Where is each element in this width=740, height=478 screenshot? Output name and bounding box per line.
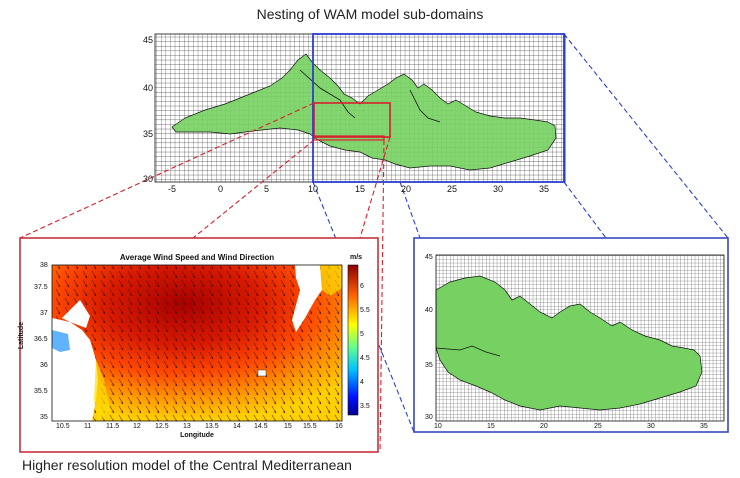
colorbar-tick: 5	[360, 331, 364, 338]
wind-x-tick: 12	[133, 423, 141, 430]
colorbar-tick: 6	[360, 283, 364, 290]
wind-x-tick: 14	[233, 423, 241, 430]
wind-x-tick: 15.5	[303, 423, 317, 430]
zoom-x-tick: 10	[434, 423, 442, 430]
top-x-tick: 0	[218, 184, 224, 194]
wind-land-sicily	[292, 265, 322, 332]
top-map	[154, 33, 566, 183]
zoom-y-tick: 45	[425, 254, 433, 261]
top-y-tick: 45	[143, 35, 154, 45]
wind-y-tick: 36.5	[34, 336, 48, 343]
top-x-tick: 15	[355, 184, 366, 194]
colorbar-tick: 4.5	[360, 355, 370, 362]
zoom-x-tick: 20	[540, 423, 548, 430]
zoom-y-tick: 30	[425, 414, 433, 421]
wind-panel-title: Average Wind Speed and Wind Direction	[119, 253, 275, 262]
wind-y-tick: 35	[40, 414, 48, 421]
top-x-tick: 25	[447, 184, 458, 194]
colorbar-unit: m/s	[350, 254, 363, 261]
top-y-tick: 40	[143, 83, 154, 93]
red-connectors	[19, 102, 391, 453]
red-inner-box	[313, 135, 385, 141]
top-x-tick: -5	[168, 184, 177, 194]
figure-title: Nesting of WAM model sub-domains	[256, 6, 484, 22]
wind-x-tick: 11.5	[106, 423, 120, 430]
top-y-tick: 30	[143, 174, 154, 184]
top-x-tick: 20	[401, 184, 412, 194]
wind-x-tick: 15	[284, 423, 292, 430]
top-y-tick: 35	[143, 129, 154, 139]
zoom-x-tick: 30	[647, 423, 655, 430]
wind-panel	[19, 237, 379, 453]
wind-ylabel: Latitude	[18, 321, 26, 350]
top-x-tick: 10	[308, 184, 319, 194]
zoom-map-panel	[413, 237, 729, 433]
zoom-y-tick: 35	[425, 362, 433, 369]
wind-x-tick: 11	[84, 423, 92, 430]
wind-x-tick: 16	[335, 423, 343, 430]
wind-y-tick: 37	[40, 310, 48, 317]
wind-x-tick: 13	[183, 423, 191, 430]
wind-xlabel: Longitude	[180, 432, 214, 439]
top-x-tick: 35	[539, 184, 550, 194]
top-x-tick: 30	[493, 184, 504, 194]
zoom-y-tick: 40	[425, 307, 433, 314]
wind-y-tick: 37.5	[34, 284, 48, 291]
wind-colorbar	[347, 264, 359, 416]
figure-caption: Higher resolution model of the Central M…	[22, 457, 352, 473]
wind-x-tick: 14.5	[254, 423, 268, 430]
zoom-map-sea-region	[435, 275, 703, 411]
zoom-x-tick: 35	[700, 423, 708, 430]
colorbar-tick: 4	[360, 379, 364, 386]
zoom-x-tick: 15	[487, 423, 495, 430]
top-map-sea-region	[171, 53, 557, 171]
red-subdomain-box	[313, 102, 391, 138]
blue-connectors	[312, 33, 729, 433]
wind-x-tick: 10.5	[56, 423, 70, 430]
wind-y-tick: 38	[40, 262, 48, 269]
wind-y-tick: 36	[40, 362, 48, 369]
colorbar-tick: 5.5	[360, 307, 370, 314]
blue-subdomain-box	[312, 33, 565, 183]
wind-x-tick: 13.5	[205, 423, 219, 430]
wind-y-tick: 35.5	[34, 388, 48, 395]
top-x-tick: 5	[264, 184, 270, 194]
zoom-x-tick: 25	[594, 423, 602, 430]
wind-x-tick: 12.5	[155, 423, 169, 430]
colorbar-tick: 3.5	[360, 403, 370, 410]
